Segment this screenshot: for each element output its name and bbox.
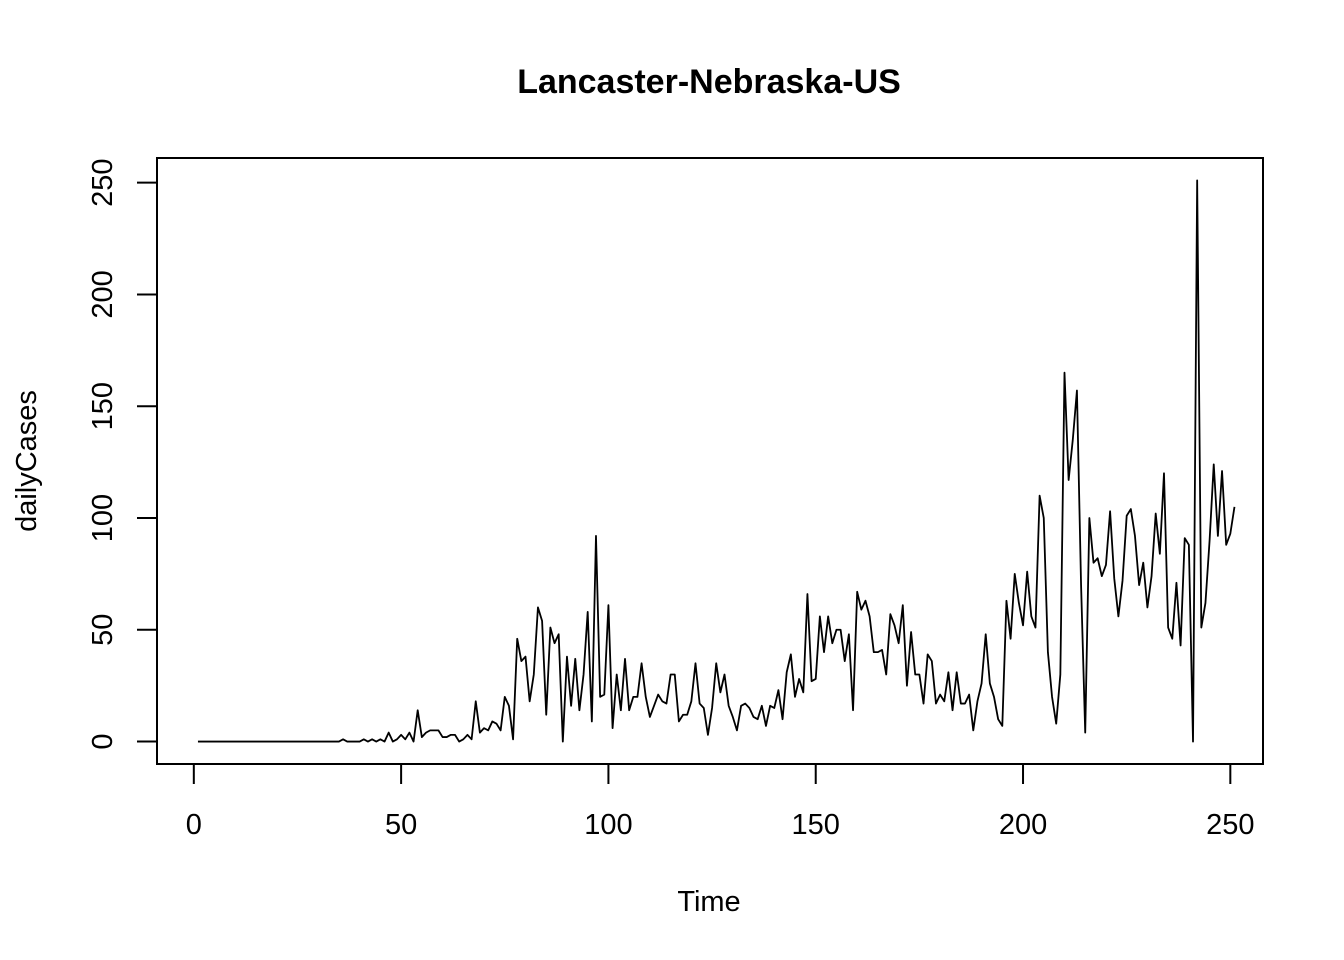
y-tick-label: 150 [87,382,119,430]
y-tick-label: 50 [87,614,119,646]
x-tick-label: 100 [584,809,632,841]
y-axis-label: dailyCases [11,390,43,532]
y-tick-label: 200 [87,270,119,318]
y-tick-label: 100 [87,494,119,542]
plot-frame [156,157,1264,765]
chart-title: Lancaster-Nebraska-US [517,63,901,101]
x-axis-label: Time [677,886,740,918]
y-tick-label: 0 [87,733,119,749]
x-tick-label: 0 [186,809,202,841]
x-tick-label: 250 [1206,809,1254,841]
series-line-daily-cases [197,179,1236,743]
x-tick-label: 150 [792,809,840,841]
x-tick-label: 200 [999,809,1047,841]
y-axis: 0 50 100 150 200 250 [87,158,158,750]
y-tick-label: 250 [87,158,119,206]
x-axis: 0 50 100 150 200 250 [186,763,1255,841]
x-tick-label: 50 [385,809,417,841]
